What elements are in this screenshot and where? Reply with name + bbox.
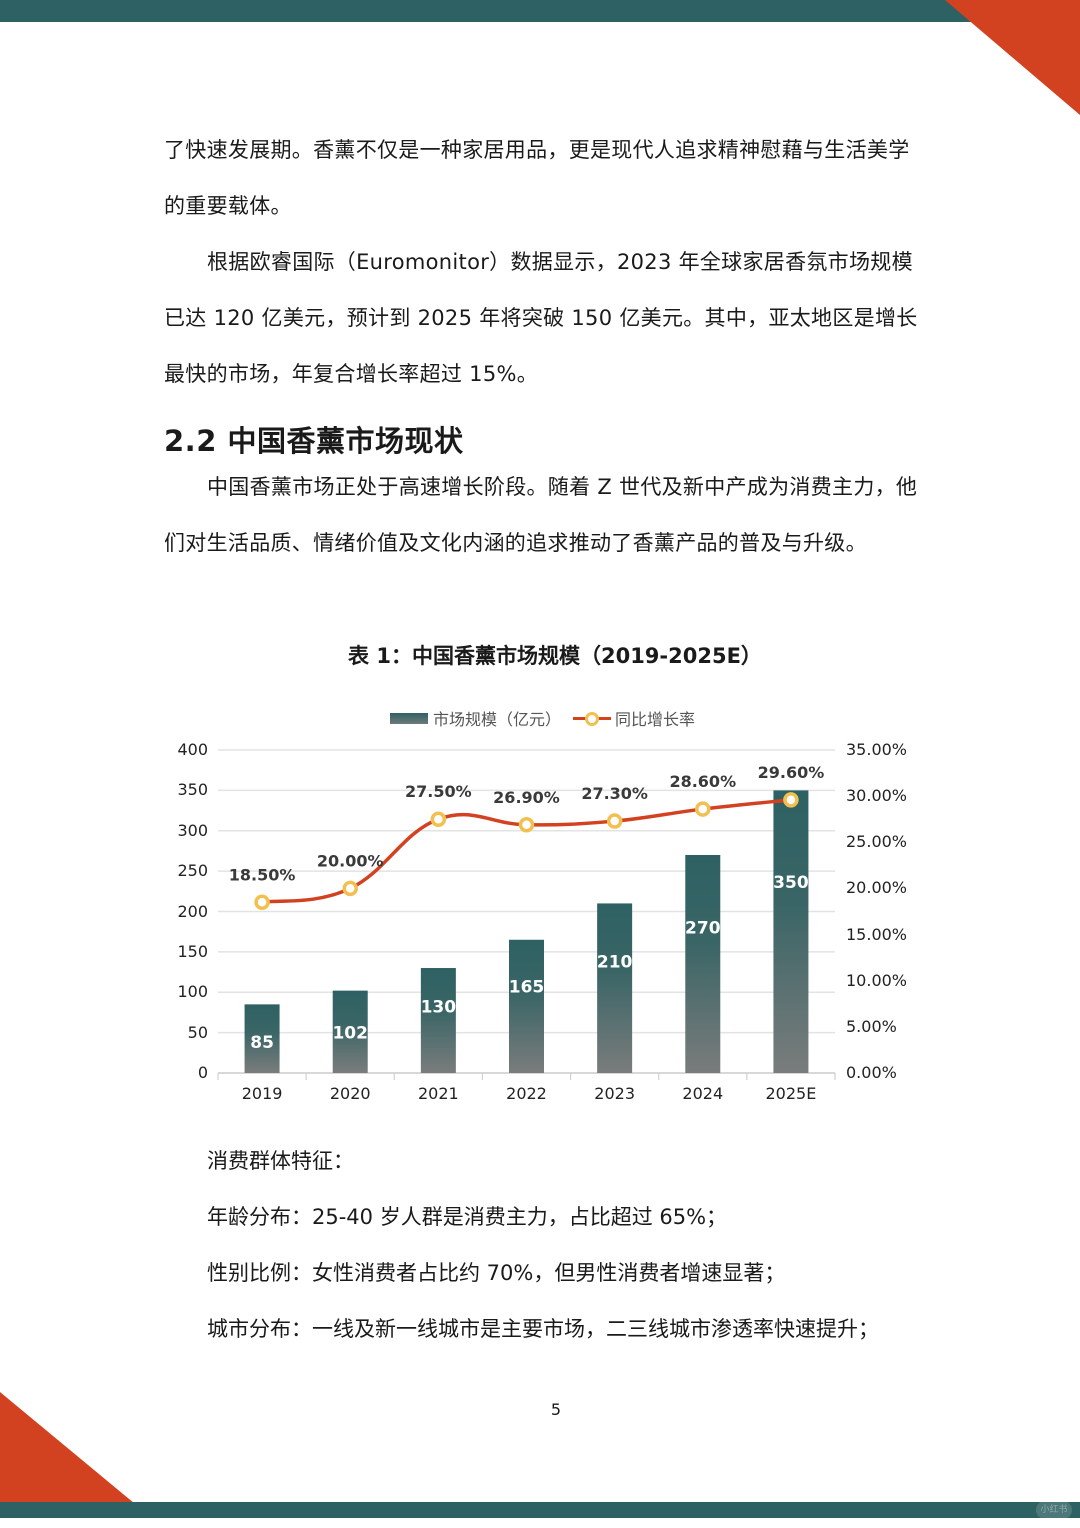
page-number: 5	[550, 1400, 562, 1419]
y-right-tick: 30.00%	[846, 786, 908, 806]
bar-value-label: 85	[250, 1033, 274, 1053]
x-tick: 2019	[241, 1084, 283, 1103]
line-marker	[783, 792, 799, 808]
bar-value-label: 102	[332, 1023, 368, 1043]
bar	[509, 939, 544, 1073]
y-left-tick: 0	[197, 1063, 208, 1082]
y-right-tick: 20.00%	[846, 878, 908, 898]
bar	[332, 990, 368, 1073]
x-tick: 2022	[506, 1084, 547, 1103]
growth-line	[261, 798, 792, 905]
bar-value-label: 210	[597, 952, 633, 972]
line-marker	[430, 811, 447, 827]
y-left-tick: 100	[177, 982, 208, 1002]
y-left-tick: 400	[177, 740, 208, 759]
bar	[685, 854, 721, 1073]
bar	[773, 790, 809, 1073]
growth-value-label: 26.90%	[493, 788, 560, 807]
bar	[597, 903, 633, 1073]
x-tick: 2024	[682, 1084, 724, 1103]
y-left-tick: 150	[177, 941, 208, 961]
consumer-item-gender: 性别比例：女性消费者占比约 70%，但男性消费者增速显著；	[207, 1261, 786, 1285]
bar	[244, 1004, 280, 1073]
paragraph-2: 根据欧睿国际（Euromonitor）数据显示，2023 年全球家居香氛市场规模…	[164, 250, 918, 386]
y-right-tick: 5.00%	[846, 1016, 897, 1036]
x-tick: 2021	[417, 1084, 459, 1103]
consumer-item-age: 年龄分布：25-40 岁人群是消费主力，占比超过 65%；	[207, 1205, 728, 1229]
line-marker	[254, 894, 270, 911]
corner-triangle-decoration-bottom	[0, 1392, 152, 1518]
growth-value-label: 27.50%	[405, 782, 472, 801]
watermark: 小红书	[1036, 1501, 1072, 1519]
line-marker	[342, 880, 358, 897]
y-right-tick: 10.00%	[846, 970, 908, 990]
line-marker	[518, 817, 535, 833]
consumer-item-city: 城市分布：一线及新一线城市是主要市场，二三线城市渗透率快速提升；	[207, 1317, 879, 1341]
growth-value-label: 27.30%	[581, 784, 648, 803]
y-left-tick: 250	[177, 861, 208, 881]
line-marker	[695, 801, 711, 817]
header-band	[0, 0, 1080, 22]
line-legend-marker-icon	[573, 712, 612, 726]
growth-value-label: 29.60%	[758, 763, 825, 782]
bar-legend-swatch	[390, 712, 428, 724]
bar	[420, 968, 456, 1073]
bar-value-label: 165	[509, 978, 545, 998]
y-left-tick: 350	[177, 780, 208, 800]
chart-legend: 市场规模（亿元） 同比增长率	[390, 706, 695, 730]
corner-triangle-decoration	[945, 0, 1080, 115]
consumer-heading: 消费群体特征：	[207, 1149, 354, 1173]
legend-label-market-size: 市场规模（亿元）	[433, 710, 562, 729]
y-left-tick: 50	[187, 1022, 208, 1042]
bar-value-label: 350	[773, 873, 809, 893]
footer-band	[0, 1502, 1080, 1518]
growth-value-label: 28.60%	[669, 772, 736, 791]
legend-label-growth-rate: 同比增长率	[615, 710, 696, 729]
line-marker	[606, 813, 623, 829]
x-tick: 2023	[594, 1084, 635, 1103]
y-right-tick: 0.00%	[846, 1063, 897, 1082]
paragraph-1-line-1: 了快速发展期。香薰不仅是一种家居用品，更是现代人追求精神慰藉与生活美学	[164, 138, 910, 162]
y-left-tick: 200	[177, 901, 208, 921]
paragraph-1: 了快速发展期。香薰不仅是一种家居用品，更是现代人追求精神慰藉与生活美学 的重要载…	[164, 122, 924, 234]
chart-title: 表 1：中国香薰市场规模（2019-2025E）	[348, 644, 762, 668]
growth-value-label: 20.00%	[317, 851, 384, 870]
bar-value-label: 270	[685, 918, 721, 938]
y-left-tick: 300	[177, 820, 208, 840]
section-heading: 2.2 中国香薰市场现状	[164, 424, 464, 458]
paragraph-1-line-2: 的重要载体。	[164, 194, 292, 218]
growth-value-label: 18.50%	[229, 865, 296, 884]
y-right-tick: 35.00%	[846, 740, 908, 759]
x-tick: 2020	[329, 1084, 371, 1103]
paragraph-3: 中国香薰市场正处于高速增长阶段。随着 Z 世代及新中产成为消费主力，他们对生活品…	[164, 475, 918, 555]
x-tick: 2025E	[765, 1084, 817, 1103]
y-right-tick: 15.00%	[846, 924, 908, 944]
bar-value-label: 130	[421, 998, 457, 1018]
y-right-tick: 25.00%	[846, 832, 908, 852]
